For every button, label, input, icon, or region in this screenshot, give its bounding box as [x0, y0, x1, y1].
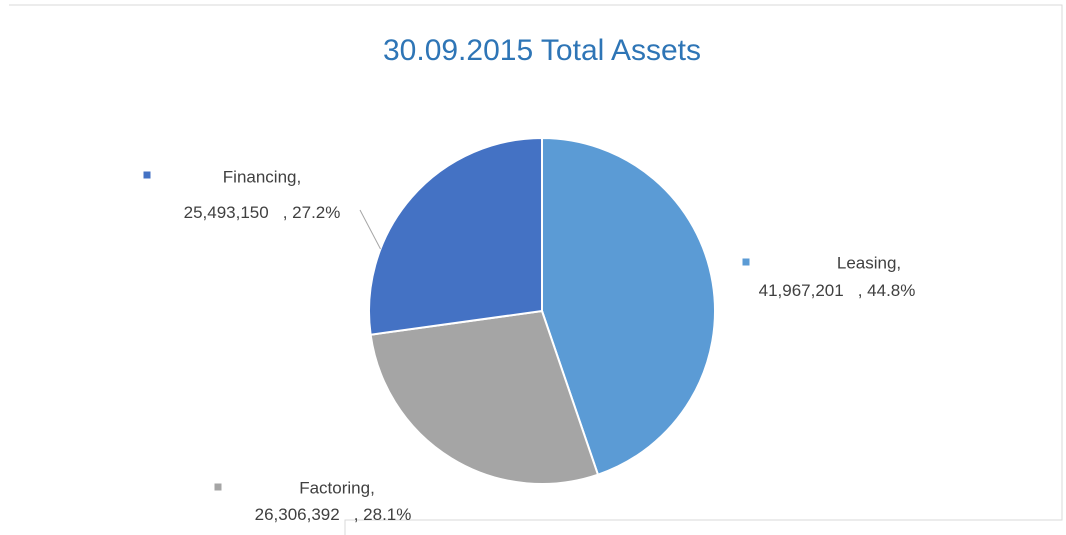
slice-label-name: Financing, — [223, 167, 301, 186]
percent-label: , 27.2% — [283, 203, 341, 222]
slice-label-value: 25,493,150 , 27.2% — [184, 203, 341, 222]
value-label: 25,493,150 — [184, 203, 269, 222]
label-marker — [214, 483, 222, 491]
percent-label: , 44.8% — [858, 281, 916, 300]
pie-slice — [541, 136, 716, 476]
chart-title: 30.09.2015 Total Assets — [383, 34, 701, 67]
chart-frame — [9, 4, 1063, 535]
label-marker — [143, 171, 151, 179]
pie-slice — [369, 309, 600, 485]
slice-label-name: Leasing, — [837, 253, 901, 272]
value-label: 41,967,201 — [759, 281, 844, 300]
percent-label: , 28.1% — [354, 505, 412, 524]
value-label: 26,306,392 — [255, 505, 340, 524]
slice-label-name: Factoring, — [299, 478, 375, 497]
slice-label-value: 41,967,201 , 44.8% — [759, 281, 916, 300]
label-marker — [742, 258, 750, 266]
leader-line — [359, 209, 381, 250]
slice-label-value: 26,306,392 , 28.1% — [255, 505, 412, 524]
pie-slice — [368, 136, 543, 336]
